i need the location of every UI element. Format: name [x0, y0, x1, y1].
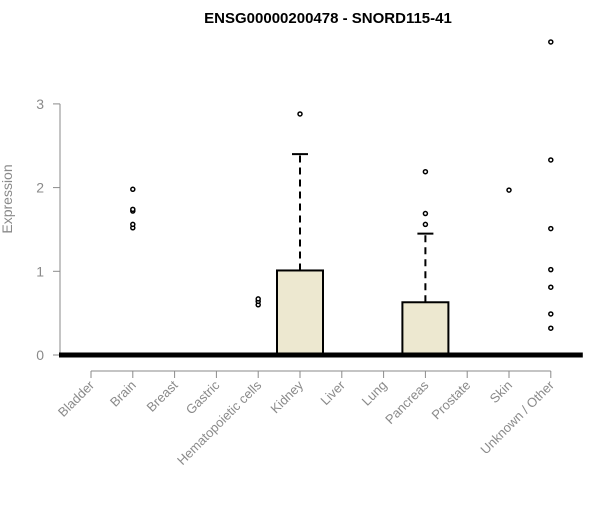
x-tick-label: Skin: [487, 378, 515, 406]
y-axis: 0 1 2 3: [36, 96, 61, 363]
outlier-point: [548, 39, 554, 45]
x-tick-label: Prostate: [428, 378, 473, 423]
outlier-point: [422, 210, 429, 217]
chart-title: ENSG00000200478 - SNORD115-41: [204, 10, 452, 27]
x-tick-label: Kidney: [267, 377, 306, 416]
x-tick-label: Liver: [317, 377, 348, 408]
outlier-point: [548, 325, 554, 331]
x-tick-label: Pancreas: [382, 377, 432, 427]
x-tick-label: Brain: [107, 378, 139, 410]
outlier-point: [422, 221, 429, 228]
box-iqr: [401, 301, 450, 357]
x-tick-label: Lung: [359, 378, 390, 409]
x-tick-label: Unknown / Other: [477, 377, 557, 457]
outlier-point: [506, 187, 512, 193]
box-pancreas: [393, 168, 458, 358]
outlier-point: [130, 206, 136, 213]
y-axis-label: Expression: [0, 164, 15, 233]
outlier-point: [548, 284, 554, 290]
x-tick-label: Gastric: [183, 377, 223, 417]
outlier-point: [130, 186, 136, 193]
y-tick-label: 0: [36, 347, 44, 363]
x-tick-label: Bladder: [55, 377, 98, 420]
outlier-point: [548, 225, 554, 232]
box-unknown-other: [518, 39, 583, 358]
outlier-point: [130, 221, 136, 228]
box-brain: [100, 186, 165, 358]
outlier-point: [297, 111, 303, 117]
box-iqr: [276, 269, 324, 357]
outlier-point: [422, 168, 429, 175]
box-kidney: [268, 111, 332, 358]
outlier-point: [255, 296, 261, 302]
outlier-point: [548, 311, 554, 317]
x-tick-label: Breast: [144, 377, 181, 414]
outlier-point: [548, 266, 554, 273]
box-skin: [477, 187, 541, 358]
y-tick-label: 1: [36, 263, 44, 279]
boxes-layer: [59, 39, 583, 358]
y-tick-label: 2: [36, 180, 44, 196]
outlier-point: [548, 157, 554, 163]
y-tick-label: 3: [36, 96, 44, 112]
